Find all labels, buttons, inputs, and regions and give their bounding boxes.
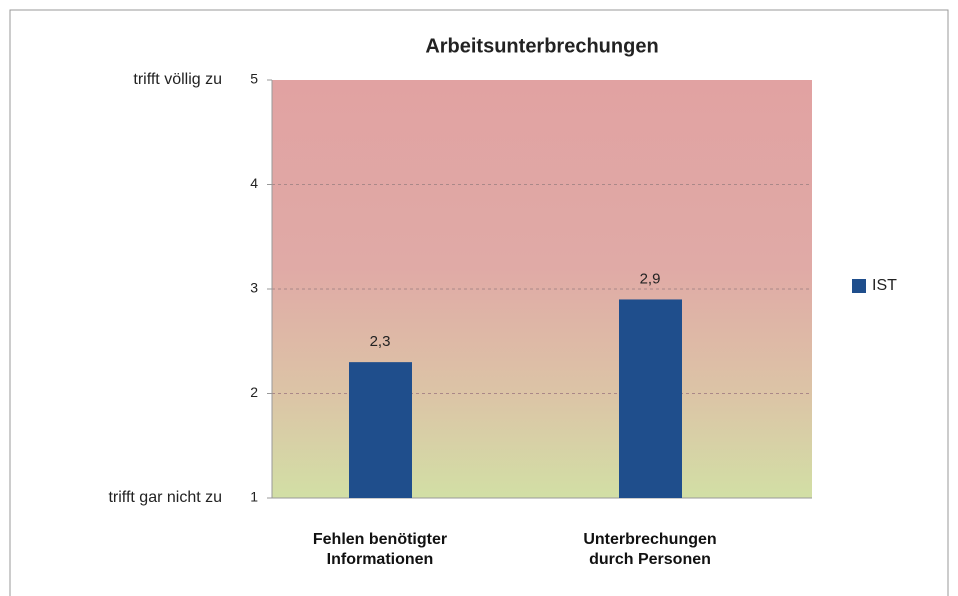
x-tick-label: Unterbrechungen durch Personen [583, 531, 717, 568]
y-tick-label: 5 [250, 71, 258, 87]
chart-title: Arbeitsunterbrechungen [425, 35, 658, 57]
y-tick-label: 1 [250, 489, 258, 505]
x-tick-label: Fehlen benötigter Informationen [312, 531, 448, 568]
y-tick-label: 2 [250, 384, 258, 400]
value-label: 2,9 [640, 270, 661, 287]
y-tick-label: 3 [250, 280, 258, 296]
value-label: 2,3 [370, 333, 391, 350]
frame [9, 9, 949, 596]
bar [619, 299, 682, 498]
y-tick-label: 4 [250, 175, 258, 191]
bar [349, 362, 412, 498]
legend-label: IST [872, 277, 897, 294]
axis-annotation: trifft völlig zu [133, 71, 222, 88]
legend-swatch [852, 279, 866, 293]
axis-annotation: trifft gar nicht zu [108, 489, 222, 506]
